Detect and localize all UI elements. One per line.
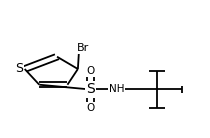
- Text: S: S: [86, 83, 95, 96]
- Text: O: O: [86, 66, 94, 76]
- Text: NH: NH: [109, 84, 124, 94]
- Text: O: O: [86, 103, 94, 113]
- Text: S: S: [15, 62, 23, 75]
- Text: Br: Br: [77, 43, 89, 53]
